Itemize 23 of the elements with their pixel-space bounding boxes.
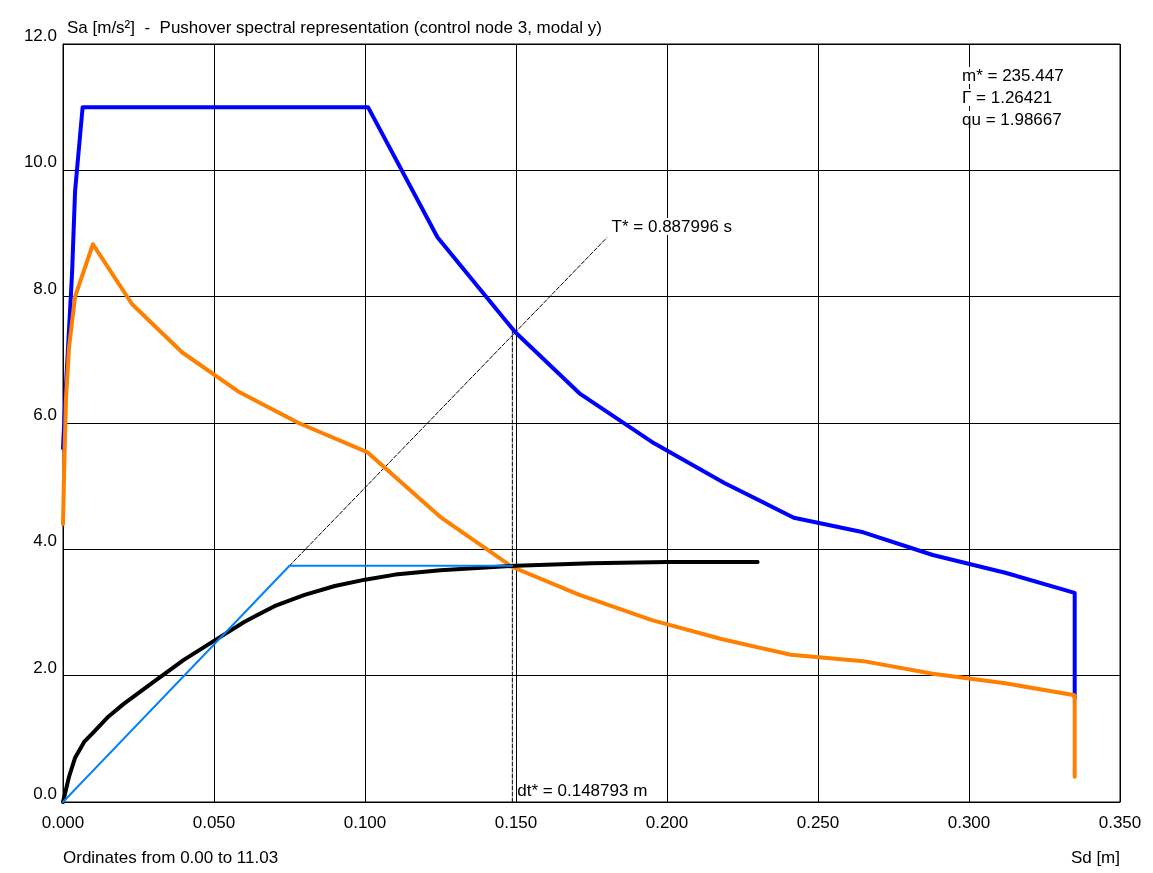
y-tick-label: 6.0 bbox=[33, 405, 57, 424]
annotation: m* = 235.447 bbox=[962, 66, 1064, 85]
x-tick-label: 0.100 bbox=[343, 813, 387, 832]
y-tick-label: 10.0 bbox=[23, 152, 57, 172]
y-tick-label: 2.0 bbox=[33, 657, 57, 677]
x-tick-label: 0.050 bbox=[192, 813, 236, 832]
annotation: Γ = 1.26421 bbox=[962, 88, 1053, 107]
x-tick-label: 0.350 bbox=[1098, 813, 1142, 832]
x-tick-label: 0.000 bbox=[41, 813, 85, 832]
y-tick-label: 12.0 bbox=[23, 26, 57, 45]
annotation: qu = 1.98667 bbox=[962, 110, 1062, 129]
x-tick-label: 0.250 bbox=[796, 813, 840, 832]
annotation: T* = 0.887996 s bbox=[611, 216, 733, 236]
x-tick-label: 0.300 bbox=[947, 813, 991, 832]
y-tick-label: 4.0 bbox=[33, 531, 57, 551]
chart-title: Sa [m/s²] - Pushover spectral representation (control node 3, modal y) bbox=[67, 18, 602, 37]
text: Ordinates from 0.00 to 11.03 bbox=[63, 848, 279, 867]
x-tick-label: 0.200 bbox=[645, 813, 689, 832]
annotation: dt* = 0.148793 m bbox=[517, 781, 648, 800]
x-tick-label: 0.150 bbox=[494, 813, 538, 832]
y-tick-label: 8.0 bbox=[33, 278, 57, 298]
x-axis-title: Sd [m] bbox=[1070, 848, 1120, 867]
y-tick-label: 0.0 bbox=[33, 784, 57, 803]
